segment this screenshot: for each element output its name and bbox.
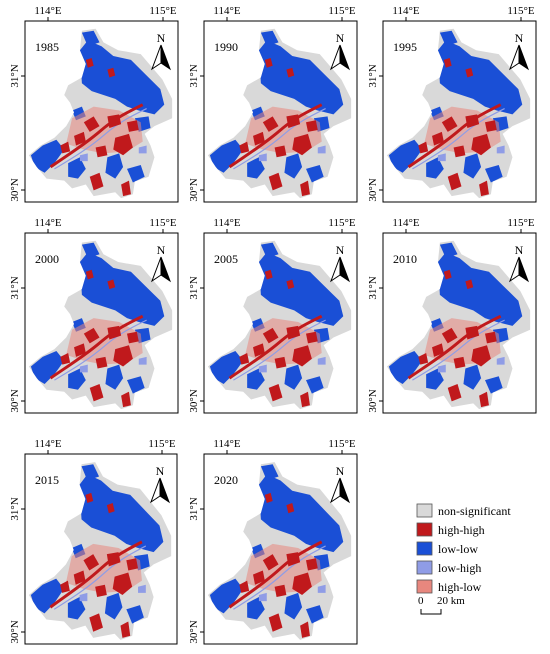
lon-east-label: 115°E [148,438,175,450]
north-arrow-icon: N [329,464,351,504]
lat-south-label: 30°N [9,389,21,412]
panel-year-label: 2015 [35,473,59,487]
legend-label: high-low [438,580,482,594]
panel-year-label: 1990 [214,40,238,54]
legend-item-ns: non-significant [416,503,511,518]
north-arrow-label: N [336,31,345,45]
legend-item-ll: low-low [416,541,478,556]
lat-south-label: 30°N [188,389,200,412]
scale-bar-start-label: 0 [418,595,424,607]
map-panel-2000: 114°E 115°E 31°N 30°N 2000 N [9,217,179,414]
lon-east-label: 115°E [328,5,355,17]
panel-year-label: 2010 [393,252,417,266]
panel-year-label: 1985 [35,40,59,54]
lon-east-label: 115°E [149,5,176,17]
lon-west-label: 114°E [392,217,419,229]
lat-north-label: 31°N [367,64,379,87]
legend-item-lh: low-high [416,560,481,575]
map-panel-2005: 114°E 115°E 31°N 30°N 2005 N [188,217,358,414]
north-arrow-label: N [336,464,345,478]
north-arrow-icon: N [508,243,530,283]
north-arrow-icon: N [150,31,172,71]
lat-south-label: 30°N [9,620,21,643]
north-arrow-label: N [515,243,524,257]
legend-swatch [416,522,433,537]
lon-east-label: 115°E [507,217,534,229]
lat-north-label: 31°N [188,276,200,299]
lon-west-label: 114°E [34,438,61,450]
legend-swatch [416,541,433,556]
map-panel-2015: 114°E 115°E 31°N 30°N 2015 N [9,438,178,645]
lat-north-label: 31°N [188,64,200,87]
north-arrow-label: N [157,243,166,257]
legend-label: low-high [438,561,481,575]
lat-north-label: 31°N [188,497,200,520]
legend-label: low-low [438,542,478,556]
lon-west-label: 114°E [392,5,419,17]
lon-west-label: 114°E [213,5,240,17]
scale-bar: 0 20 km [418,595,465,615]
lat-north-label: 31°N [367,276,379,299]
north-arrow-label: N [515,31,524,45]
lon-east-label: 115°E [328,438,355,450]
north-arrow-label: N [336,243,345,257]
north-arrow-icon: N [149,464,171,504]
lon-west-label: 114°E [34,5,61,17]
lat-north-label: 31°N [9,276,21,299]
panel-year-label: 1995 [393,40,417,54]
legend-item-hh: high-high [416,522,485,537]
panel-year-label: 2000 [35,252,59,266]
lon-west-label: 114°E [213,217,240,229]
north-arrow-icon: N [329,243,351,283]
legend-label: non-significant [438,504,511,518]
map-panels: 114°E 115°E 31°N 30°N 1985 N 114°E 115°E 31°N 30°… [9,5,537,645]
lat-north-label: 31°N [9,497,21,520]
scale-bar-line [420,609,442,615]
lon-east-label: 115°E [328,217,355,229]
legend-label: high-high [438,523,485,537]
map-panel-1990: 114°E 115°E 31°N 30°N 1990 N [188,5,358,203]
north-arrow-label: N [157,31,166,45]
legend-swatch [416,560,433,575]
north-arrow-label: N [156,464,165,478]
legend-item-hl: high-low [416,579,482,594]
lon-east-label: 115°E [507,5,534,17]
lat-south-label: 30°N [9,178,21,201]
north-arrow-icon: N [508,31,530,71]
lat-north-label: 31°N [9,64,21,87]
panel-year-label: 2020 [214,473,238,487]
scale-bar-end-label: 20 km [437,595,465,607]
lon-west-label: 114°E [34,217,61,229]
lon-west-label: 114°E [213,438,240,450]
map-panel-1995: 114°E 115°E 31°N 30°N 1995 N [367,5,537,203]
lat-south-label: 30°N [188,178,200,201]
north-arrow-icon: N [150,243,172,283]
lat-south-label: 30°N [188,620,200,643]
panel-year-label: 2005 [214,252,238,266]
lat-south-label: 30°N [367,178,379,201]
lon-east-label: 115°E [149,217,176,229]
map-panel-2020: 114°E 115°E 31°N 30°N 2020 N [188,438,358,645]
map-legend: non-significant high-high low-low low-high h… [416,503,511,594]
north-arrow-icon: N [329,31,351,71]
legend-swatch [416,579,433,594]
lat-south-label: 30°N [367,389,379,412]
legend-swatch [416,503,433,518]
map-panel-2010: 114°E 115°E 31°N 30°N 2010 N [367,217,537,414]
map-panel-1985: 114°E 115°E 31°N 30°N 1985 N [9,5,179,203]
